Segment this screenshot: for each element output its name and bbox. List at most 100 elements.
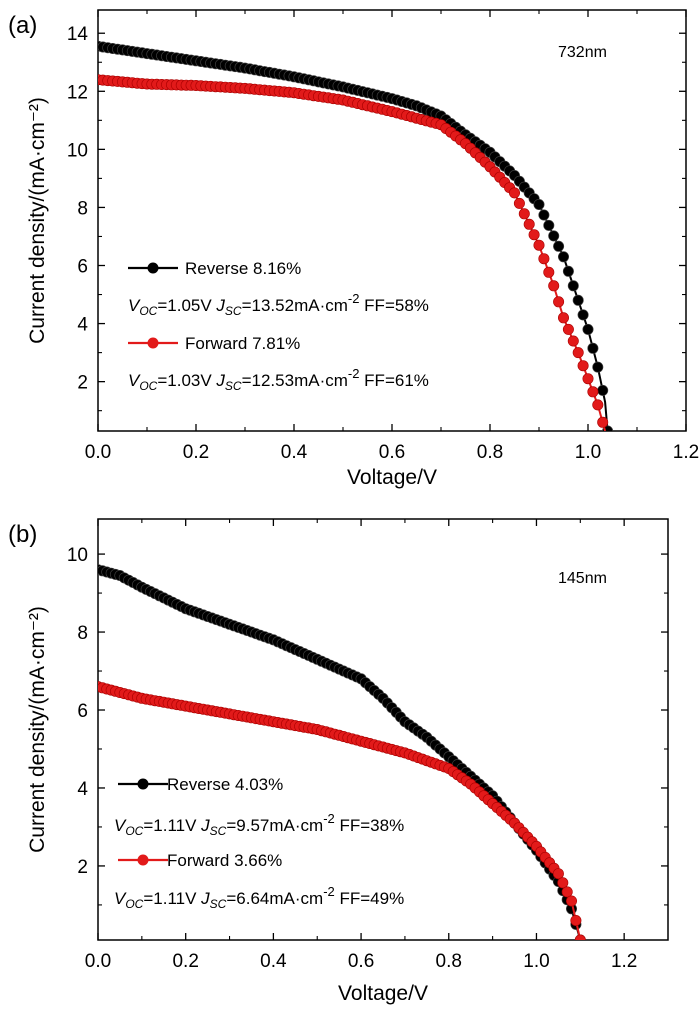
y-tick-label: 6 bbox=[77, 257, 88, 278]
forward-marker bbox=[557, 877, 569, 889]
reverse-marker bbox=[557, 251, 569, 263]
jsc-subscript: SC bbox=[225, 304, 242, 318]
voc-value: =1.03V bbox=[157, 371, 216, 390]
y-tick-label: 10 bbox=[67, 140, 88, 161]
forward-marker bbox=[528, 229, 540, 241]
x-tick-label: 0.6 bbox=[379, 442, 405, 463]
ff-value: FF=49% bbox=[335, 889, 404, 908]
plot-frame-b bbox=[97, 518, 669, 941]
jsc-exponent: -2 bbox=[323, 811, 335, 826]
y-tick-label: 14 bbox=[67, 24, 89, 45]
y-axis-title: Current density/(mA·cm⁻²) bbox=[26, 97, 49, 344]
x-tick-label: 0.0 bbox=[85, 442, 111, 463]
forward-marker bbox=[518, 208, 530, 220]
series-group bbox=[98, 40, 614, 431]
reverse-marker bbox=[582, 323, 594, 335]
params-reverse: VOC=1.05V JSC=13.52mA·cm-2 FF=58% bbox=[128, 291, 429, 318]
panel-label: (a) bbox=[8, 12, 37, 39]
forward-marker bbox=[553, 296, 565, 308]
thickness-label: 145nm bbox=[558, 570, 607, 587]
ff-value: FF=61% bbox=[359, 371, 428, 390]
y-tick-label: 4 bbox=[77, 779, 88, 800]
y-tick-label: 10 bbox=[67, 545, 88, 566]
jsc-subscript: SC bbox=[210, 824, 227, 838]
forward-marker bbox=[597, 416, 609, 428]
reverse-marker bbox=[543, 219, 555, 231]
params-reverse: VOC=1.11V JSC=9.57mA·cm-2 FF=38% bbox=[114, 811, 404, 838]
jsc-exponent: -2 bbox=[323, 884, 335, 899]
voc-value: =1.11V bbox=[143, 889, 201, 908]
voc-value: =1.05V bbox=[157, 296, 216, 315]
x-tick-label: 1.0 bbox=[575, 442, 601, 463]
legend-label-forward: Forward 3.66% bbox=[167, 851, 282, 870]
jsc-exponent: -2 bbox=[348, 291, 360, 306]
legend-label-forward: Forward 7.81% bbox=[185, 334, 300, 353]
reverse-marker bbox=[567, 280, 579, 292]
y-axis-title: Current density/(mA·cm⁻²) bbox=[26, 606, 49, 853]
panel-label: (b) bbox=[8, 521, 37, 548]
reverse-marker bbox=[577, 309, 589, 321]
ff-value: FF=58% bbox=[359, 296, 428, 315]
forward-marker bbox=[572, 347, 584, 359]
reverse-line bbox=[98, 568, 582, 940]
legend-label-reverse: Reverse 4.03% bbox=[167, 775, 283, 794]
y-tick-label: 6 bbox=[77, 701, 88, 722]
legend-marker-reverse bbox=[137, 778, 149, 790]
forward-marker bbox=[533, 239, 545, 251]
jsc-value: =13.52mA·cm bbox=[242, 296, 348, 315]
voc-value: =1.11V bbox=[143, 816, 201, 835]
reverse-marker bbox=[592, 361, 604, 373]
jsc-exponent: -2 bbox=[348, 366, 360, 381]
forward-marker bbox=[570, 914, 582, 926]
forward-marker bbox=[548, 280, 560, 292]
forward-marker bbox=[552, 868, 564, 880]
y-tick-label: 12 bbox=[67, 82, 88, 103]
jsc-value: =12.53mA·cm bbox=[242, 371, 348, 390]
x-tick-label: 0.6 bbox=[348, 951, 374, 972]
x-tick-label: 0.4 bbox=[260, 951, 287, 972]
forward-marker bbox=[587, 386, 599, 398]
forward-marker bbox=[508, 187, 520, 199]
x-tick-label: 0.8 bbox=[477, 442, 503, 463]
reverse-marker bbox=[597, 384, 609, 396]
voc-subscript: OC bbox=[125, 897, 143, 911]
forward-marker bbox=[577, 360, 589, 372]
x-axis-title: Voltage/V bbox=[347, 466, 437, 489]
reverse-marker bbox=[587, 342, 599, 354]
jsc-subscript: SC bbox=[210, 897, 227, 911]
reverse-marker bbox=[553, 240, 565, 252]
voc-symbol: V bbox=[128, 371, 141, 390]
chart-panel-b: 0.0 0.2 0.4 0.6 0.8 1.0 1.2 2 4 6 8 10 Voltage/V Curr… bbox=[8, 518, 669, 1005]
legend-label-reverse: Reverse 8.16% bbox=[185, 259, 301, 278]
reverse-marker bbox=[533, 199, 545, 211]
reverse-marker bbox=[572, 294, 584, 306]
forward-marker bbox=[582, 373, 594, 385]
y-tick-label: 2 bbox=[77, 857, 88, 878]
ff-value: FF=38% bbox=[335, 816, 404, 835]
forward-marker bbox=[574, 934, 586, 940]
jsc-symbol: J bbox=[215, 371, 225, 390]
x-tick-label: 0.2 bbox=[172, 951, 198, 972]
forward-marker bbox=[592, 399, 604, 411]
x-tick-label: 0.0 bbox=[85, 951, 111, 972]
x-tick-label: 1.2 bbox=[673, 442, 699, 463]
y-tick-label: 2 bbox=[77, 373, 88, 394]
series-group bbox=[98, 564, 586, 940]
forward-marker bbox=[523, 218, 535, 230]
voc-subscript: OC bbox=[125, 824, 143, 838]
voc-subscript: OC bbox=[139, 304, 157, 318]
y-tick-label: 8 bbox=[77, 198, 88, 219]
voc-symbol: V bbox=[128, 296, 141, 315]
voc-subscript: OC bbox=[139, 379, 157, 393]
x-tick-label: 0.8 bbox=[436, 951, 462, 972]
jsc-subscript: SC bbox=[225, 379, 242, 393]
reverse-marker bbox=[562, 265, 574, 277]
y-tick-label: 4 bbox=[77, 315, 88, 336]
forward-marker bbox=[562, 323, 574, 335]
params-forward: VOC=1.11V JSC=6.64mA·cm-2 FF=49% bbox=[114, 884, 404, 911]
reverse-marker bbox=[538, 209, 550, 221]
chart-panel-a: 0.0 0.2 0.4 0.6 0.8 1.0 1.2 2 4 6 8 10 12 14 Voltage/V… bbox=[8, 9, 699, 489]
y-tick-label: 8 bbox=[77, 623, 88, 644]
forward-marker bbox=[557, 312, 569, 324]
